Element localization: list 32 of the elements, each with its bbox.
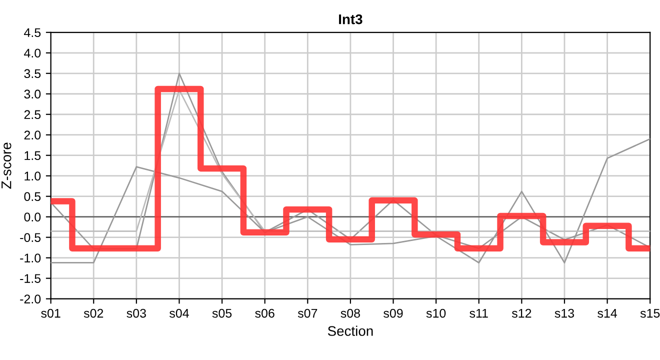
x-tick-label: s12	[512, 308, 532, 318]
x-tick-label: s08	[340, 308, 360, 318]
y-tick-label: -1.5	[20, 274, 41, 283]
x-tick-label: s07	[298, 308, 318, 318]
y-tick-label: 3.5	[24, 69, 41, 78]
y-tick-label: 1.0	[24, 172, 41, 180]
y-tick-label: 2.5	[24, 110, 41, 120]
y-tick-label: -0.5	[20, 233, 41, 242]
x-tick-label: s02	[84, 308, 104, 318]
x-tick-label: s04	[170, 308, 189, 318]
x-axis-title: Section	[328, 326, 373, 336]
x-tick-label: s10	[426, 308, 446, 318]
y-tick-label: 0.5	[24, 192, 41, 201]
y-tick-label: 3.0	[24, 90, 41, 99]
x-tick-label: s09	[384, 308, 403, 318]
x-tick-label: s06	[255, 308, 274, 318]
y-tick-label: 1.5	[24, 151, 41, 160]
y-tick-label: -2.0	[20, 294, 41, 304]
x-tick-label: s13	[554, 308, 574, 318]
x-tick-label: s14	[598, 308, 618, 318]
y-axis-title: Z-score	[2, 142, 12, 189]
y-tick-label: 4.0	[24, 48, 41, 58]
x-tick-label: s11	[470, 308, 488, 318]
y-tick-label: 4.5	[24, 28, 41, 38]
y-tick-label: -1.0	[20, 254, 41, 262]
x-tick-label: s15	[640, 308, 660, 318]
x-tick-label: s01	[41, 308, 60, 318]
y-tick-label: 0.0	[24, 212, 41, 222]
x-tick-label: s05	[212, 308, 232, 318]
y-tick-label: 2.0	[24, 130, 41, 140]
x-tick-label: s03	[126, 308, 146, 318]
chart-title: Int3	[339, 14, 362, 24]
